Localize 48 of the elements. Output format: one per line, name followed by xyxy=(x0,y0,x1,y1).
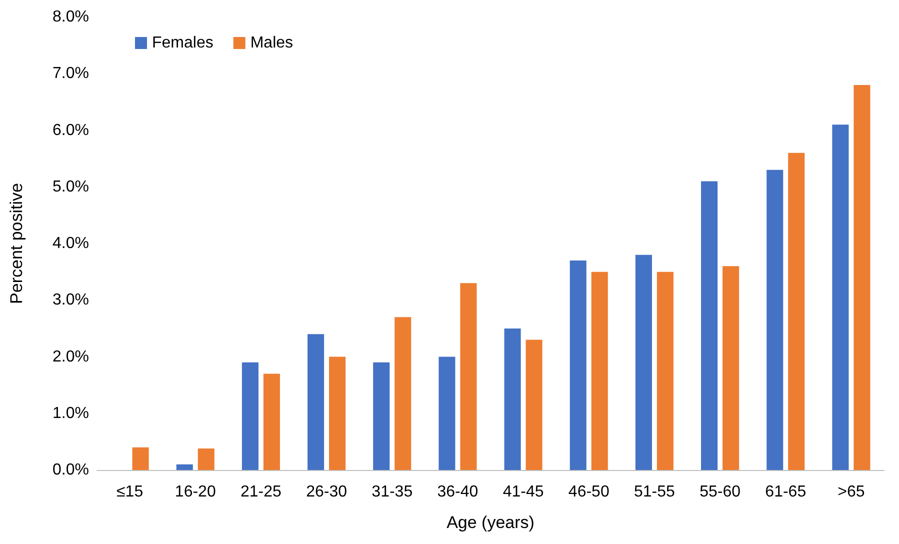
bar xyxy=(242,362,258,470)
bar xyxy=(854,84,870,470)
bar xyxy=(176,464,193,470)
legend-label: Females xyxy=(152,34,214,52)
x-tick-label: 41-45 xyxy=(502,484,544,500)
bar xyxy=(132,447,149,470)
y-tick-label: 6.0% xyxy=(52,122,89,139)
y-tick-label: 1.0% xyxy=(52,404,89,422)
y-tick-label: 2.0% xyxy=(52,348,89,366)
y-axis-title: Percent positive xyxy=(7,183,26,304)
x-tick-label: 46-50 xyxy=(568,484,610,500)
bar xyxy=(460,283,477,470)
bar xyxy=(526,340,542,470)
bar xyxy=(373,362,390,470)
x-tick-label: >65 xyxy=(838,484,865,500)
y-tick-label: 3.0% xyxy=(52,292,89,309)
y-tick-label: 7.0% xyxy=(52,65,89,82)
x-axis-title: Age (years) xyxy=(446,513,534,532)
bar xyxy=(635,254,652,470)
bar xyxy=(570,260,586,470)
x-tick-label: 26-30 xyxy=(306,484,348,500)
bar xyxy=(394,317,412,470)
x-tick-label: 31-35 xyxy=(372,484,413,500)
bar xyxy=(308,334,324,470)
bar xyxy=(329,356,346,470)
y-tick-label: 0.0% xyxy=(52,462,89,478)
bar xyxy=(504,328,521,470)
y-tick-label: 4.0% xyxy=(52,235,89,252)
bar xyxy=(656,272,674,470)
x-tick-label: 61-65 xyxy=(765,484,806,500)
bar xyxy=(832,124,849,470)
bar xyxy=(198,448,214,470)
bar xyxy=(591,272,608,470)
legend-label: Males xyxy=(250,34,294,52)
bar xyxy=(788,152,805,470)
bar xyxy=(701,181,718,470)
x-tick-label: ≤15 xyxy=(116,484,144,500)
x-tick-label: 16-20 xyxy=(174,484,216,500)
x-tick-label: 36-40 xyxy=(437,484,478,500)
bar xyxy=(438,356,456,470)
y-tick-label: 8.0% xyxy=(52,8,89,26)
bar xyxy=(263,374,280,470)
bar xyxy=(722,266,740,470)
bar xyxy=(766,170,784,470)
y-tick-label: 5.0% xyxy=(52,178,89,196)
x-tick-label: 51-55 xyxy=(634,484,676,500)
x-tick-label: 21-25 xyxy=(240,484,282,500)
x-tick-label: 55-60 xyxy=(700,484,741,500)
